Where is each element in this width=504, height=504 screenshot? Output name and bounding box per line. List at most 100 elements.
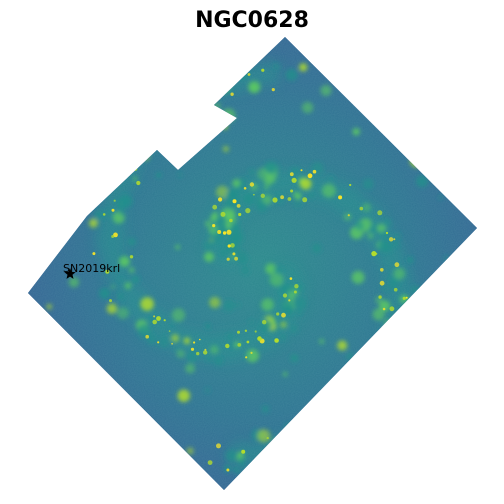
- emission-region: [39, 203, 45, 208]
- emission-region: [357, 376, 370, 389]
- emission-region: [179, 464, 187, 473]
- emission-region: [297, 309, 302, 315]
- emission-region: [137, 324, 151, 338]
- supernova-label: SN2019krl: [63, 262, 120, 275]
- bright-knot: [254, 330, 257, 333]
- arm-glow: [126, 132, 153, 159]
- arm-glow: [182, 87, 204, 109]
- emission-region: [386, 365, 401, 380]
- emission-region: [195, 113, 202, 120]
- bright-knot: [232, 199, 237, 204]
- emission-region: [227, 66, 232, 71]
- emission-region: [112, 65, 119, 72]
- arm-glow: [120, 145, 144, 169]
- emission-region: [337, 340, 348, 351]
- emission-region: [283, 372, 288, 377]
- emission-region: [345, 352, 354, 361]
- emission-region: [28, 316, 41, 331]
- emission-region: [289, 325, 298, 333]
- emission-region: [272, 62, 280, 70]
- emission-region: [28, 402, 43, 417]
- bright-knot: [232, 252, 236, 256]
- emission-region: [319, 338, 325, 345]
- bright-knot: [272, 197, 278, 203]
- emission-region: [280, 321, 287, 329]
- emission-region: [225, 87, 232, 94]
- emission-region: [264, 176, 273, 186]
- bright-knot: [378, 295, 382, 299]
- bright-knot: [377, 210, 383, 216]
- bright-knot: [217, 230, 222, 234]
- arm-glow: [338, 391, 367, 420]
- bright-knot: [285, 440, 289, 445]
- emission-region: [66, 463, 81, 478]
- emission-region: [148, 316, 154, 322]
- emission-region: [174, 346, 179, 352]
- emission-region: [365, 394, 373, 402]
- bright-knot: [258, 463, 263, 468]
- emission-region: [104, 208, 114, 218]
- emission-region: [396, 325, 410, 339]
- bright-knot: [136, 180, 141, 186]
- bright-knot: [385, 231, 389, 235]
- bright-knot: [393, 287, 398, 292]
- bright-knot: [338, 195, 343, 200]
- bright-knot: [203, 350, 208, 355]
- bright-knot: [114, 156, 117, 159]
- emission-region: [158, 336, 170, 348]
- emission-region: [443, 255, 449, 261]
- emission-region: [175, 116, 189, 130]
- emission-region: [204, 220, 212, 227]
- emission-region: [232, 179, 241, 188]
- emission-region: [367, 232, 374, 240]
- emission-region: [248, 80, 261, 94]
- bright-knot: [196, 351, 200, 356]
- bright-knot: [171, 108, 174, 111]
- emission-region: [475, 380, 477, 388]
- bright-knot: [220, 211, 226, 217]
- emission-region: [311, 438, 319, 446]
- emission-region: [284, 422, 292, 430]
- supernova-marker: SN2019krl: [63, 262, 120, 279]
- bright-knot: [262, 320, 267, 325]
- emission-region: [416, 175, 428, 188]
- emission-region: [338, 408, 348, 419]
- emission-region: [180, 39, 185, 45]
- arm-glow: [371, 348, 398, 375]
- bright-knot: [109, 299, 112, 303]
- emission-region: [204, 85, 208, 90]
- bright-knot: [348, 417, 351, 421]
- bright-knot: [365, 362, 368, 365]
- emission-region: [355, 473, 367, 485]
- arm-glow: [355, 369, 386, 400]
- bright-knot: [238, 212, 242, 217]
- emission-region: [222, 123, 228, 130]
- bright-knot: [195, 111, 199, 115]
- bright-knot: [129, 255, 134, 259]
- bright-knot: [290, 189, 294, 193]
- bright-knot: [280, 195, 284, 200]
- emission-region: [229, 342, 235, 348]
- emission-region: [129, 267, 135, 273]
- emission-region: [109, 39, 115, 44]
- emission-region: [180, 105, 185, 110]
- emission-region: [28, 174, 36, 181]
- emission-region: [380, 349, 392, 361]
- emission-region: [205, 356, 212, 363]
- emission-region: [261, 405, 270, 413]
- emission-region: [294, 461, 301, 468]
- emission-region: [374, 470, 389, 484]
- emission-region: [377, 388, 384, 395]
- emission-region: [155, 172, 162, 178]
- emission-region: [176, 349, 185, 358]
- emission-region: [294, 297, 307, 310]
- bright-knot: [153, 315, 156, 318]
- bright-knot: [291, 177, 297, 183]
- emission-region: [355, 375, 368, 388]
- emission-region: [39, 93, 49, 103]
- emission-region: [155, 122, 166, 133]
- bright-knot: [203, 100, 209, 105]
- emission-region: [322, 183, 336, 198]
- bright-knot: [380, 268, 384, 272]
- bright-knot: [306, 430, 311, 434]
